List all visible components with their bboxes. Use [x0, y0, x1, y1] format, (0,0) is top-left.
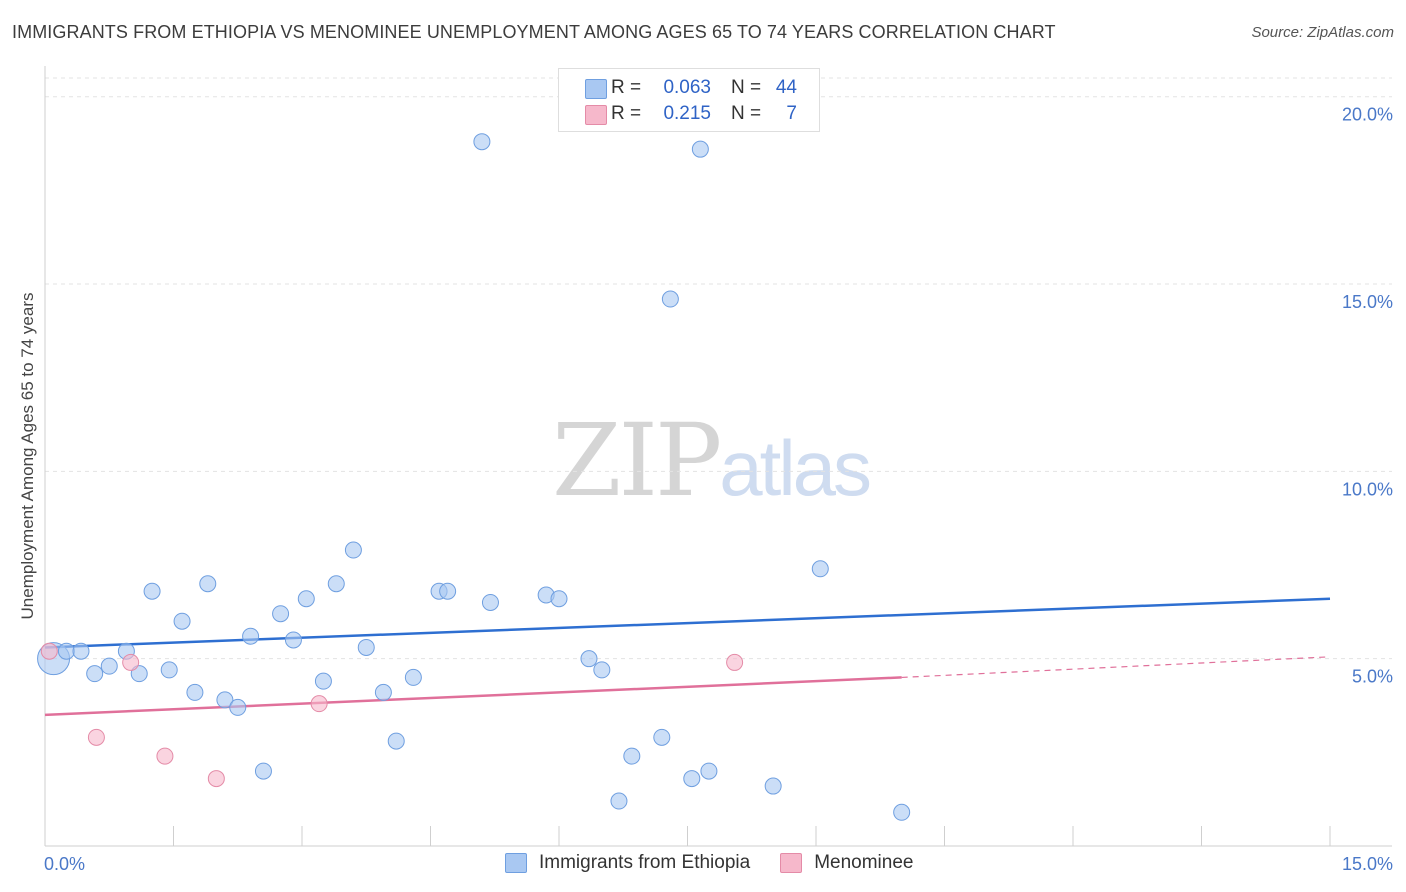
- watermark-atlas: atlas: [719, 424, 872, 512]
- point-ethiopia: [57, 642, 75, 660]
- point-ethiopia: [374, 683, 392, 701]
- point-ethiopia: [284, 631, 302, 649]
- point-ethiopia: [314, 672, 332, 690]
- point-ethiopia: [550, 590, 568, 608]
- trend-line-menominee: [44, 676, 902, 717]
- point-ethiopia: [143, 582, 161, 600]
- point-ethiopia: [580, 650, 598, 668]
- axes: [44, 66, 1392, 847]
- point-ethiopia: [623, 747, 641, 765]
- point-ethiopia: [387, 732, 405, 750]
- point-ethiopia: [229, 698, 247, 716]
- point-ethiopia: [811, 560, 829, 578]
- point-ethiopia: [173, 612, 191, 630]
- legend-r-value: 0.063: [663, 77, 711, 98]
- point-menominee: [122, 653, 140, 671]
- point-ethiopia: [439, 582, 457, 600]
- grid-lines: [45, 77, 1392, 660]
- point-ethiopia: [357, 638, 375, 656]
- legend-n-label: N =: [731, 103, 762, 124]
- legend-row-ethiopia: R = 0.063 N = 44: [585, 77, 797, 99]
- series-legend-ethiopia: Immigrants from Ethiopia: [505, 852, 750, 874]
- point-ethiopia: [764, 777, 782, 795]
- series-legend-menominee: Menominee: [780, 852, 913, 874]
- chart-title: IMMIGRANTS FROM ETHIOPIA VS MENOMINEE UN…: [12, 22, 1056, 42]
- legend-n-value: 7: [786, 103, 797, 124]
- point-ethiopia: [242, 627, 260, 645]
- series-name-menominee: Menominee: [814, 852, 914, 873]
- series-legend: Immigrants from Ethiopia Menominee: [505, 852, 943, 874]
- legend-n-label: N =: [731, 77, 762, 98]
- series-name-ethiopia: Immigrants from Ethiopia: [539, 852, 751, 873]
- point-ethiopia: [481, 593, 499, 611]
- legend-r-value: 0.215: [663, 103, 711, 124]
- point-ethiopia: [72, 642, 90, 660]
- point-ethiopia: [199, 575, 217, 593]
- trend-extension-menominee: [901, 656, 1331, 679]
- point-ethiopia: [130, 665, 148, 683]
- legend-swatch-menominee: [585, 105, 607, 125]
- trend-lines: [44, 597, 1331, 717]
- point-ethiopia: [893, 803, 911, 821]
- point-ethiopia: [404, 668, 422, 686]
- point-ethiopia: [100, 657, 118, 675]
- legend-r-label: R =: [611, 77, 642, 98]
- series-swatch-menominee: [780, 853, 803, 873]
- x-tick-label: 15.0%: [1342, 854, 1393, 874]
- y-tick-label: 5.0%: [1352, 667, 1393, 687]
- point-ethiopia: [327, 575, 345, 593]
- correlation-legend: R = 0.063 N = 44 R = 0.215 N = 7: [558, 68, 820, 132]
- point-ethiopia: [691, 140, 709, 158]
- source-credit: Source: ZipAtlas.com: [1251, 24, 1394, 41]
- point-ethiopia: [254, 762, 272, 780]
- legend-row-menominee: R = 0.215 N = 7: [585, 103, 797, 125]
- point-ethiopia: [216, 691, 234, 709]
- point-menominee: [207, 770, 225, 788]
- point-ethiopia: [661, 290, 679, 308]
- legend-r-label: R =: [611, 103, 642, 124]
- point-ethiopia: [700, 762, 718, 780]
- trend-line-ethiopia: [44, 597, 1331, 649]
- point-menominee: [156, 747, 174, 765]
- point-ethiopia: [160, 661, 178, 679]
- tick-labels: 5.0% 10.0% 15.0% 20.0% 0.0% 15.0%: [44, 105, 1393, 874]
- point-menominee: [726, 653, 744, 671]
- watermark: ZIPatlas: [552, 402, 872, 519]
- point-ethiopia: [297, 590, 315, 608]
- point-ethiopia: [683, 770, 701, 788]
- series-swatch-ethiopia: [505, 853, 527, 873]
- point-ethiopia: [272, 605, 290, 623]
- x-tick-label: 0.0%: [44, 854, 85, 874]
- watermark-zip: ZIP: [552, 402, 722, 519]
- point-ethiopia: [593, 661, 611, 679]
- point-menominee: [40, 642, 58, 660]
- y-tick-label: 20.0%: [1342, 105, 1393, 125]
- point-ethiopia: [473, 133, 491, 151]
- point-ethiopia: [610, 792, 628, 810]
- legend-swatch-ethiopia: [585, 79, 607, 99]
- point-menominee: [310, 695, 328, 713]
- point-ethiopia: [653, 728, 671, 746]
- point-ethiopia: [344, 541, 362, 559]
- y-tick-label: 15.0%: [1342, 292, 1393, 312]
- y-tick-label: 10.0%: [1342, 479, 1393, 499]
- point-ethiopia: [86, 665, 104, 683]
- legend-n-value: 44: [775, 77, 797, 98]
- point-ethiopia: [186, 683, 204, 701]
- data-points: [37, 133, 911, 821]
- point-menominee: [87, 728, 105, 746]
